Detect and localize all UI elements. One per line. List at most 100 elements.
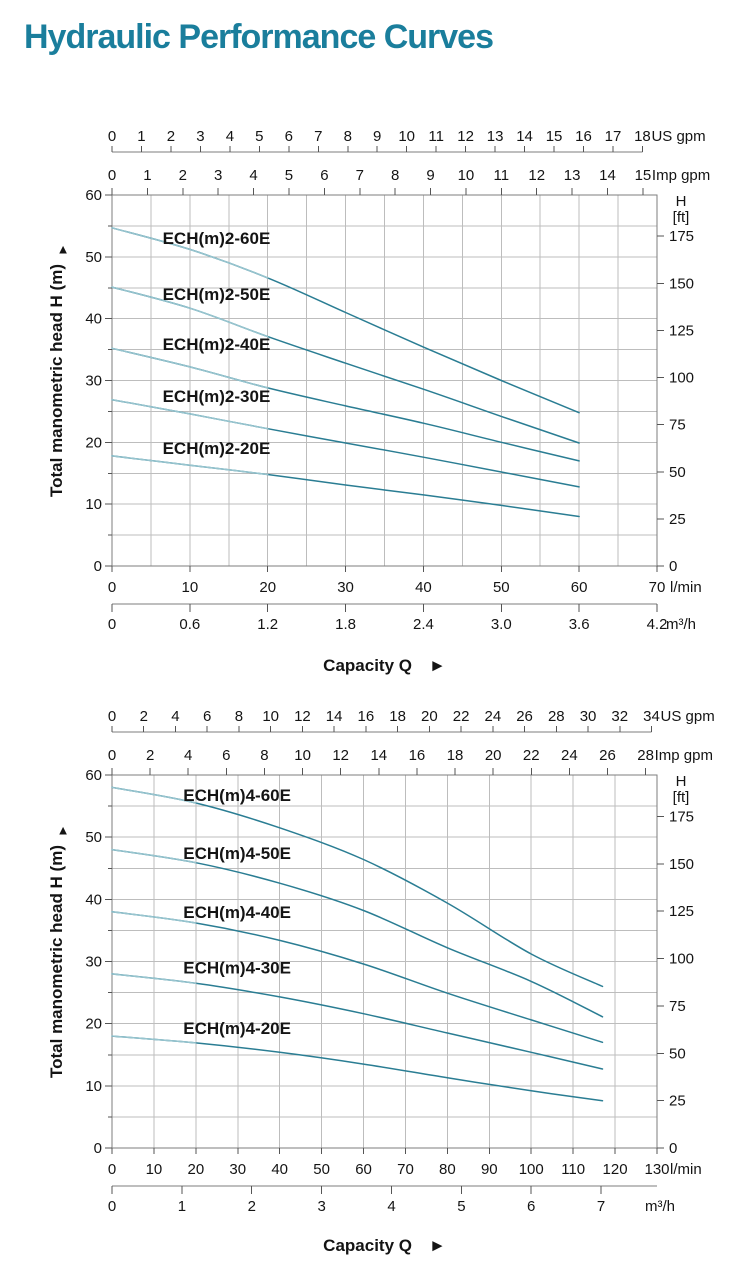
axis-tick-label: 0 xyxy=(108,579,116,596)
axis-tick-label: 20 xyxy=(485,747,502,764)
axis-tick-label: 11 xyxy=(428,128,444,145)
axis-tick-label: 13 xyxy=(487,128,504,145)
axis-tick-label: 0 xyxy=(108,708,116,725)
axis-tick-label: 5 xyxy=(457,1198,465,1215)
axis-tick-label: 4.2 xyxy=(647,616,668,633)
axis-lmin: 0 10 20 30 40 50 60 70 l/min xyxy=(108,566,702,596)
axis-head-m: 0 10 20 30 40 50 60 Total manometric head H (m)… xyxy=(47,187,112,575)
axis-tick-label: 130 xyxy=(644,1161,669,1178)
curve-ECH(m)2-60E-light-segment xyxy=(111,227,269,279)
axis-tick-label: 20 xyxy=(188,1161,205,1178)
axis-tick-label: 6 xyxy=(203,708,211,725)
axis-tick-label: 30 xyxy=(85,373,102,390)
axis-tick-label: 4 xyxy=(387,1198,395,1215)
curve-ECH(m)2-30E-light-segment xyxy=(111,399,269,430)
axis-us-gpm: 0 2 4 6 8 10 12 14 16 18 20 22 24 26 28 30 32 34 US gpm xyxy=(108,708,715,733)
axis-unit-label: US gpm xyxy=(661,708,715,725)
curve-ECH(m)4-20E-light-segment xyxy=(111,1035,197,1044)
axis-tick-label: 10 xyxy=(85,1078,102,1095)
chart-ECH(m)4 series: 0102030405060Total manometric head H (m)… xyxy=(47,708,715,1255)
curves: ECH(m)2-60E ECH(m)2-50E ECH(m)2-40E ECH(m)2… xyxy=(111,227,580,518)
axis-unit-label: m³/h xyxy=(666,616,696,633)
axis-tick-label: 125 xyxy=(669,322,694,339)
axis-tick-label: 1.2 xyxy=(257,616,278,633)
axis-tick-label: 32 xyxy=(611,708,628,725)
axis-unit-label: US gpm xyxy=(651,128,705,145)
axis-tick-label: 20 xyxy=(85,1016,102,1033)
axis-tick-label: 12 xyxy=(332,747,349,764)
curve-ECH(m)2-40E-light-segment xyxy=(111,347,269,389)
axis-tick-label: 22 xyxy=(523,747,540,764)
axis-imp-gpm: 0 1 2 3 4 5 6 7 8 9 10 11 12 13 14 15 Imp gpm xyxy=(108,167,710,195)
curve-ECH(m)4-50E-light-segment xyxy=(111,848,197,864)
axis-tick-label: 13 xyxy=(564,167,581,184)
axis-tick-label: 8 xyxy=(391,167,399,184)
axis-tick-label: 50 xyxy=(85,249,102,266)
axis-tick-label: 50 xyxy=(669,464,686,481)
page-title: Hydraulic Performance Curves xyxy=(24,18,494,56)
axis-tick-label: 3 xyxy=(317,1198,325,1215)
up-arrow-icon: ▲ xyxy=(57,242,70,257)
axis-tick-label: 15 xyxy=(635,167,652,184)
axis-tick-label: 40 xyxy=(85,311,102,328)
axis-tick-label: 4 xyxy=(249,167,257,184)
axis-tick-label: 100 xyxy=(519,1161,544,1178)
axis-tick-label: 10 xyxy=(294,747,311,764)
axis-tick-label: 6 xyxy=(527,1198,535,1215)
axis-tick-label: 1 xyxy=(143,167,151,184)
curve-label: ECH(m)4-60E xyxy=(183,786,291,805)
axis-tick-label: 0 xyxy=(669,1140,677,1157)
axis-head-ft: H[ft] 175 150 125 100 75 50 25 0 xyxy=(657,773,694,1157)
axis-tick-label: 3 xyxy=(214,167,222,184)
axis-tick-label: 28 xyxy=(548,708,565,725)
curve-ECH(m)4-60E-light-segment xyxy=(111,786,197,804)
axis-tick-label: 10 xyxy=(398,128,415,145)
axis-tick-label: 7 xyxy=(356,167,364,184)
axis-tick-label: 6 xyxy=(285,128,293,145)
capacity-label: Capacity Q ► xyxy=(323,656,446,675)
axis-tick-label: 6 xyxy=(320,167,328,184)
axis-tick-label: 60 xyxy=(355,1161,372,1178)
axis-tick-label: 10 xyxy=(182,579,199,596)
curve-label: ECH(m)4-20E xyxy=(183,1019,291,1038)
axis-tick-label: 20 xyxy=(259,579,276,596)
axis-tick-label: 7 xyxy=(314,128,322,145)
axis-tick-label: 0 xyxy=(94,558,102,575)
axis-tick-label: 20 xyxy=(421,708,438,725)
right-axis-title: H xyxy=(676,773,687,790)
axis-tick-label: 8 xyxy=(235,708,243,725)
axis-tick-label: 24 xyxy=(561,747,578,764)
axis-tick-label: 50 xyxy=(313,1161,330,1178)
axis-tick-label: 0 xyxy=(108,747,116,764)
axis-tick-label: 0 xyxy=(108,616,116,633)
axis-tick-label: 26 xyxy=(516,708,533,725)
axis-tick-label: 30 xyxy=(229,1161,246,1178)
right-axis-title: [ft] xyxy=(673,789,690,806)
right-axis-title: H xyxy=(676,193,687,210)
curve-ECH(m)4-60E xyxy=(111,786,604,988)
axis-us-gpm: 0 1 2 3 4 5 6 7 8 9 10 11 12 13 14 15 16 17 18 US gpm xyxy=(108,128,706,153)
axis-tick-label: 30 xyxy=(580,708,597,725)
curve-label: ECH(m)2-50E xyxy=(163,285,271,304)
axis-tick-label: 0 xyxy=(108,167,116,184)
curve-ECH(m)4-30E-light-segment xyxy=(111,973,197,984)
axis-tick-label: 40 xyxy=(415,579,432,596)
curve-ECH(m)2-20E-light-segment xyxy=(111,455,269,476)
axis-tick-label: 6 xyxy=(222,747,230,764)
curve-label: ECH(m)2-20E xyxy=(163,439,271,458)
axis-tick-label: 12 xyxy=(457,128,474,145)
axis-tick-label: 75 xyxy=(669,417,686,434)
axis-tick-label: 12 xyxy=(528,167,545,184)
axis-tick-label: 1 xyxy=(178,1198,186,1215)
axis-tick-label: 110 xyxy=(561,1161,585,1178)
axis-tick-label: 90 xyxy=(481,1161,498,1178)
axis-tick-label: 2 xyxy=(248,1198,256,1215)
axis-lmin: 0 10 20 30 40 50 60 70 80 90 100 110 120 130 l/min xyxy=(108,1148,702,1178)
capacity-label: Capacity Q ► xyxy=(323,1236,446,1255)
chart-ECH(m)2 series: 0102030405060Total manometric head H (m)… xyxy=(47,128,710,675)
axis-tick-label: 10 xyxy=(458,167,475,184)
axis-tick-label: 50 xyxy=(85,829,102,846)
axis-tick-label: 3.0 xyxy=(491,616,512,633)
axis-tick-label: 11 xyxy=(494,167,510,184)
axis-tick-label: 75 xyxy=(669,998,686,1015)
